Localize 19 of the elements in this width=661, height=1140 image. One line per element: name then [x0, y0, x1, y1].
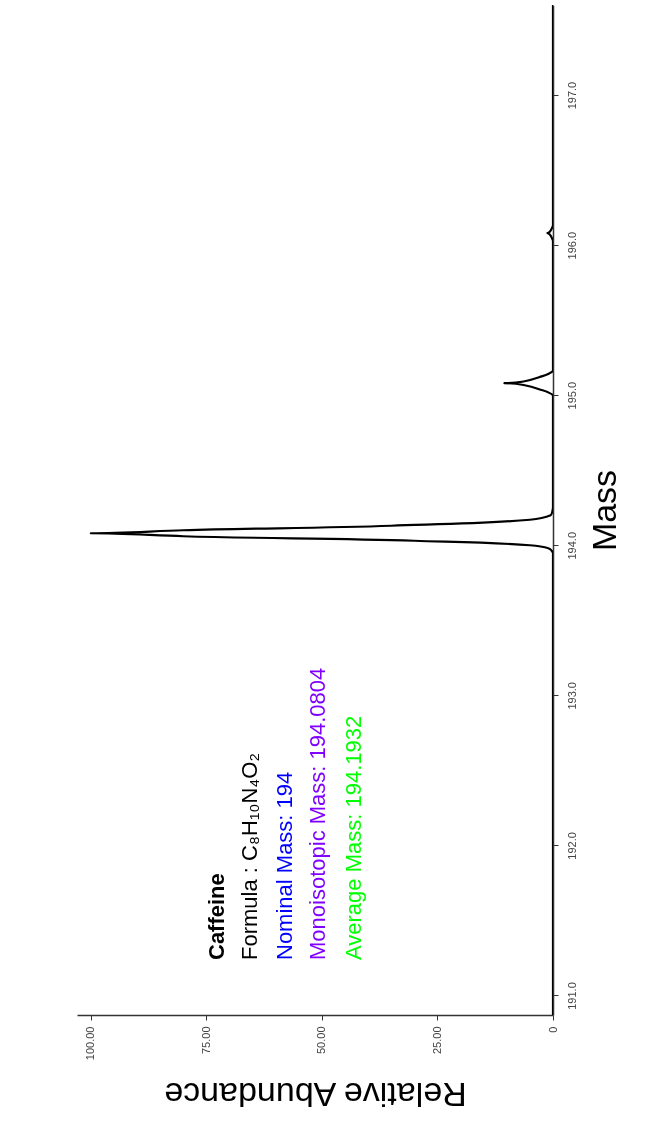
x-axis-title: Relative Abundance: [164, 1076, 467, 1115]
y-tick-label: 191.0: [565, 982, 578, 1010]
y-tick-label: 194.0: [565, 532, 578, 560]
annotation: Formula : C₈H₁₀N₄O₂: [237, 753, 262, 960]
y-tick-label: 196.0: [565, 231, 578, 260]
x-tick-label: 50.00: [315, 1026, 328, 1055]
y-axis-title: Mass: [584, 469, 623, 552]
annotation: Monoisotopic Mass: 194.0804: [305, 667, 330, 960]
y-tick-label: 197.0: [565, 81, 578, 110]
x-tick-label: 25.00: [430, 1026, 443, 1055]
y-tick-label: 195.0: [565, 381, 578, 410]
annotation: Caffeine: [204, 873, 229, 960]
annotation: Nominal Mass: 194: [272, 771, 297, 960]
x-tick-label: 0: [546, 1026, 559, 1033]
x-tick-label: 75.00: [199, 1026, 212, 1055]
annotation: Average Mass: 194.1932: [341, 715, 366, 960]
y-tick-label: 193.0: [565, 682, 578, 710]
y-tick-label: 192.0: [565, 832, 578, 860]
x-tick-label: 100.00: [84, 1026, 97, 1061]
